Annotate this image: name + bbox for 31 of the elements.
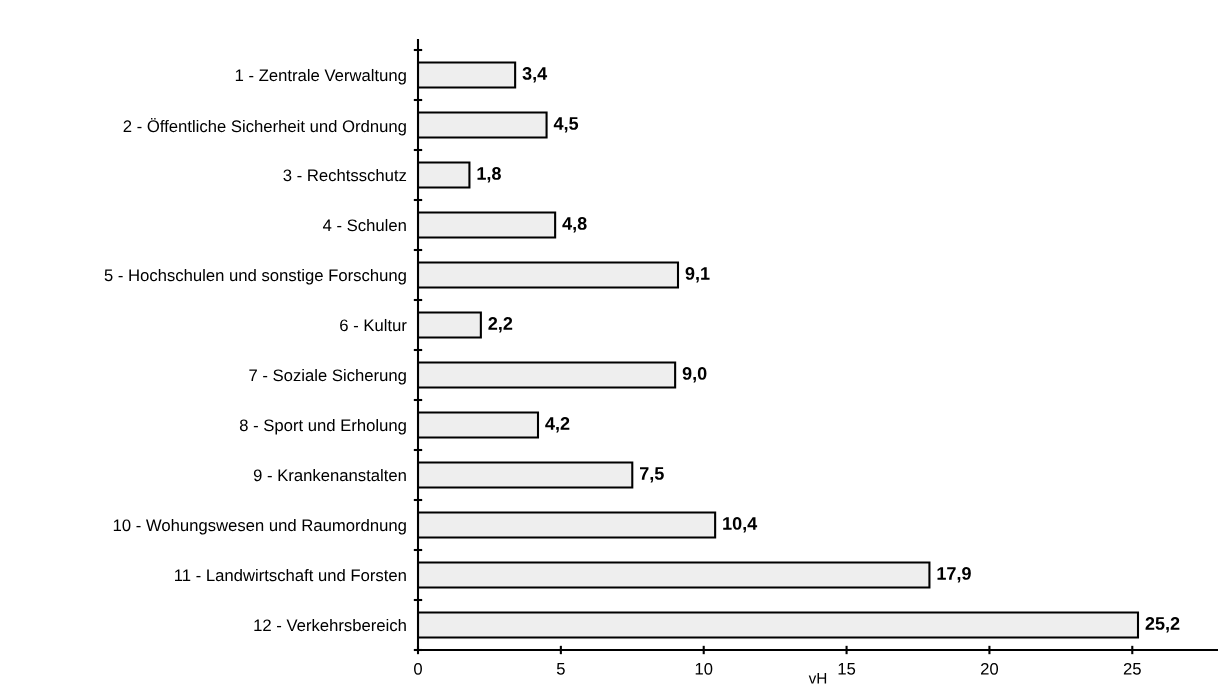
y-tick-label: 10 - Wohungswesen und Raumordnung <box>113 518 406 535</box>
data-label: 4,5 <box>553 117 579 133</box>
data-label: 9,0 <box>682 367 707 383</box>
data-label: 25,2 <box>1145 617 1180 633</box>
x-tick-label: 25 <box>1123 662 1141 675</box>
y-tick-label: 6 - Kultur <box>340 318 407 332</box>
y-tick-label: 8 - Sport und Erholung <box>239 418 406 435</box>
y-tick-label: 11 - Landwirtschaft und Forsten <box>175 568 406 582</box>
x-tick-label: 5 <box>556 663 565 675</box>
y-tick-label: 9 - Krankenanstalten <box>253 468 406 482</box>
y-tick-label: 4 - Schulen <box>322 218 406 232</box>
data-label: 3,4 <box>522 67 548 83</box>
data-label: 2,2 <box>488 317 513 333</box>
data-label: 9,1 <box>685 267 710 283</box>
data-label: 7,5 <box>640 467 664 483</box>
x-tick-label: 10 <box>695 662 713 675</box>
y-tick-label: 1 - Zentrale Verwaltung <box>235 68 406 85</box>
data-label: 10,4 <box>723 517 758 533</box>
x-axis-title: vH <box>808 673 827 684</box>
x-tick-label: 0 <box>414 662 422 675</box>
data-label: 1,8 <box>477 167 501 183</box>
data-label: 4,2 <box>545 417 570 433</box>
data-label: 4,8 <box>562 217 587 233</box>
data-label: 17,9 <box>937 567 971 583</box>
x-tick-label: 15 <box>838 663 856 675</box>
y-tick-label: 5 - Hochschulen und sonstige Forschung <box>104 268 406 285</box>
x-tick-label: 20 <box>981 662 999 675</box>
y-tick-label: 3 - Rechtsschutz <box>283 168 407 182</box>
y-tick-label: 2 - Öffentliche Sicherheit und Ordnung <box>123 118 406 136</box>
y-tick-label: 12 - Verkehrsbereich <box>254 618 406 632</box>
y-tick-label: 7 - Soziale Sicherung <box>249 368 406 385</box>
